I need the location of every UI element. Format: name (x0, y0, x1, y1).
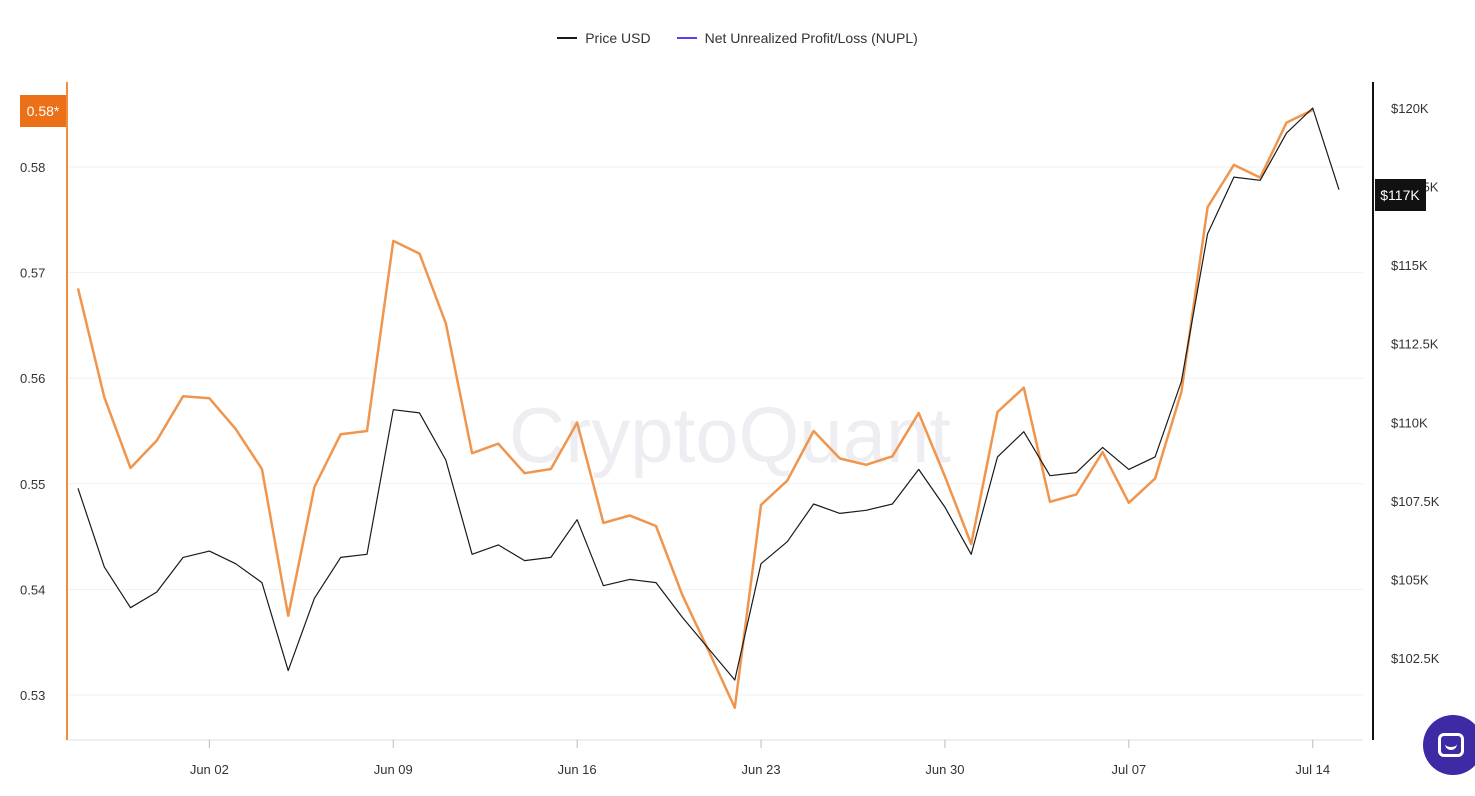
y-right-tick-label: $102.5K (1391, 651, 1440, 666)
legend-item-nupl[interactable]: Net Unrealized Profit/Loss (NUPL) (676, 30, 918, 46)
left-axis-value-badge (20, 95, 66, 127)
y-left-tick-label: 0.54 (20, 582, 45, 597)
y-left-tick-label: 0.58 (20, 160, 45, 175)
y-right-tick-label: $115K (1391, 258, 1428, 273)
x-tick-label: Jul 07 (1111, 762, 1146, 777)
legend-price-label: Price USD (585, 30, 651, 46)
y-right-tick-label: $120K (1391, 101, 1429, 116)
nupl-series-line (76, 108, 1314, 709)
chat-support-button[interactable] (1423, 715, 1475, 775)
y-left-tick-label: 0.55 (20, 477, 45, 492)
y-right-tick-label: $105K (1391, 572, 1429, 587)
y-left-tick-label: 0.57 (20, 266, 45, 281)
x-tick-label: Jun 23 (742, 762, 781, 777)
x-tick-label: Jun 30 (925, 762, 964, 777)
legend-price-swatch (557, 37, 578, 39)
legend-nupl-label: Net Unrealized Profit/Loss (NUPL) (704, 30, 918, 46)
y-left-tick-label: 0.53 (20, 688, 45, 703)
x-tick-label: Jun 16 (558, 762, 597, 777)
series-layer (76, 107, 1340, 709)
chart-legend: Price USD Net Unrealized Profit/Loss (NU… (0, 30, 1475, 46)
right-axis-value-text: $117K (1380, 187, 1420, 203)
x-tick-label: Jun 02 (190, 762, 229, 777)
right-axis-value-badge (1375, 179, 1426, 211)
legend-nupl-swatch (676, 37, 697, 39)
y-left-tick-label: 0.56 (20, 371, 45, 386)
left-axis-value-text: 0.58* (27, 103, 60, 119)
chat-icon (1438, 733, 1464, 757)
y-right-tick-label: $107.5K (1391, 494, 1440, 509)
y-right-tick-label: $110K (1391, 415, 1428, 430)
watermark-text: CryptoQuant (509, 391, 952, 479)
x-tick-label: Jun 09 (374, 762, 413, 777)
x-tick-label: Jul 14 (1295, 762, 1330, 777)
price-series-line (77, 107, 1340, 681)
axes-layer: 0.53 0.54 0.55 0.56 0.57 0.58 $102.5K $105K $107… (20, 82, 1440, 777)
y-right-tick-label: $112.5K (1391, 337, 1439, 352)
legend-item-price[interactable]: Price USD (557, 30, 651, 46)
